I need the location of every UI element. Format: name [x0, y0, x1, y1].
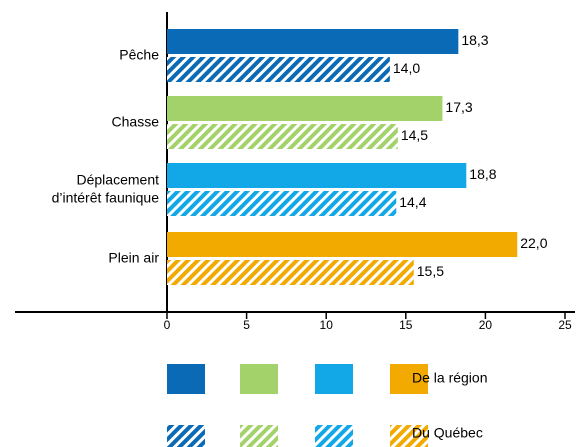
legend-swatch: [240, 364, 278, 394]
value-label: 14,5: [401, 127, 428, 143]
legend-swatch: [315, 364, 353, 394]
category-label: Déplacement d’intérêt faunique: [52, 171, 160, 205]
x-tick-label: 25: [558, 318, 572, 332]
value-label: 18,3: [461, 32, 488, 48]
legend-swatch: [390, 425, 428, 447]
category-label: Chasse: [112, 113, 160, 129]
x-tick-label: 20: [479, 318, 493, 332]
bar: [167, 232, 518, 257]
category-label: Plein air: [108, 249, 159, 265]
value-label: 14,4: [399, 194, 426, 210]
x-tick-label: 5: [243, 318, 250, 332]
value-label: 14,0: [393, 60, 420, 76]
value-label: 18,8: [469, 166, 496, 182]
x-tick-label: 15: [399, 318, 413, 332]
bar: [167, 124, 398, 149]
value-label: 15,5: [417, 263, 444, 279]
bar: [167, 57, 390, 82]
legend-swatch: [167, 425, 205, 447]
legend-label: De la région: [412, 370, 488, 386]
value-label: 17,3: [445, 99, 472, 115]
legend-swatch: [315, 425, 353, 447]
bar: [167, 29, 459, 54]
bar: [167, 96, 443, 121]
bar: [167, 163, 467, 188]
x-tick-label: 0: [164, 318, 171, 332]
legend-swatch: [390, 364, 428, 394]
x-tick-label: 10: [320, 318, 334, 332]
value-label: 22,0: [520, 235, 547, 251]
legend-swatch: [167, 364, 205, 394]
bar: [167, 191, 397, 216]
legend-label: Du Québec: [412, 425, 483, 441]
legend-swatch: [240, 425, 278, 447]
bar: [167, 260, 414, 285]
category-label: Pêche: [119, 46, 159, 62]
